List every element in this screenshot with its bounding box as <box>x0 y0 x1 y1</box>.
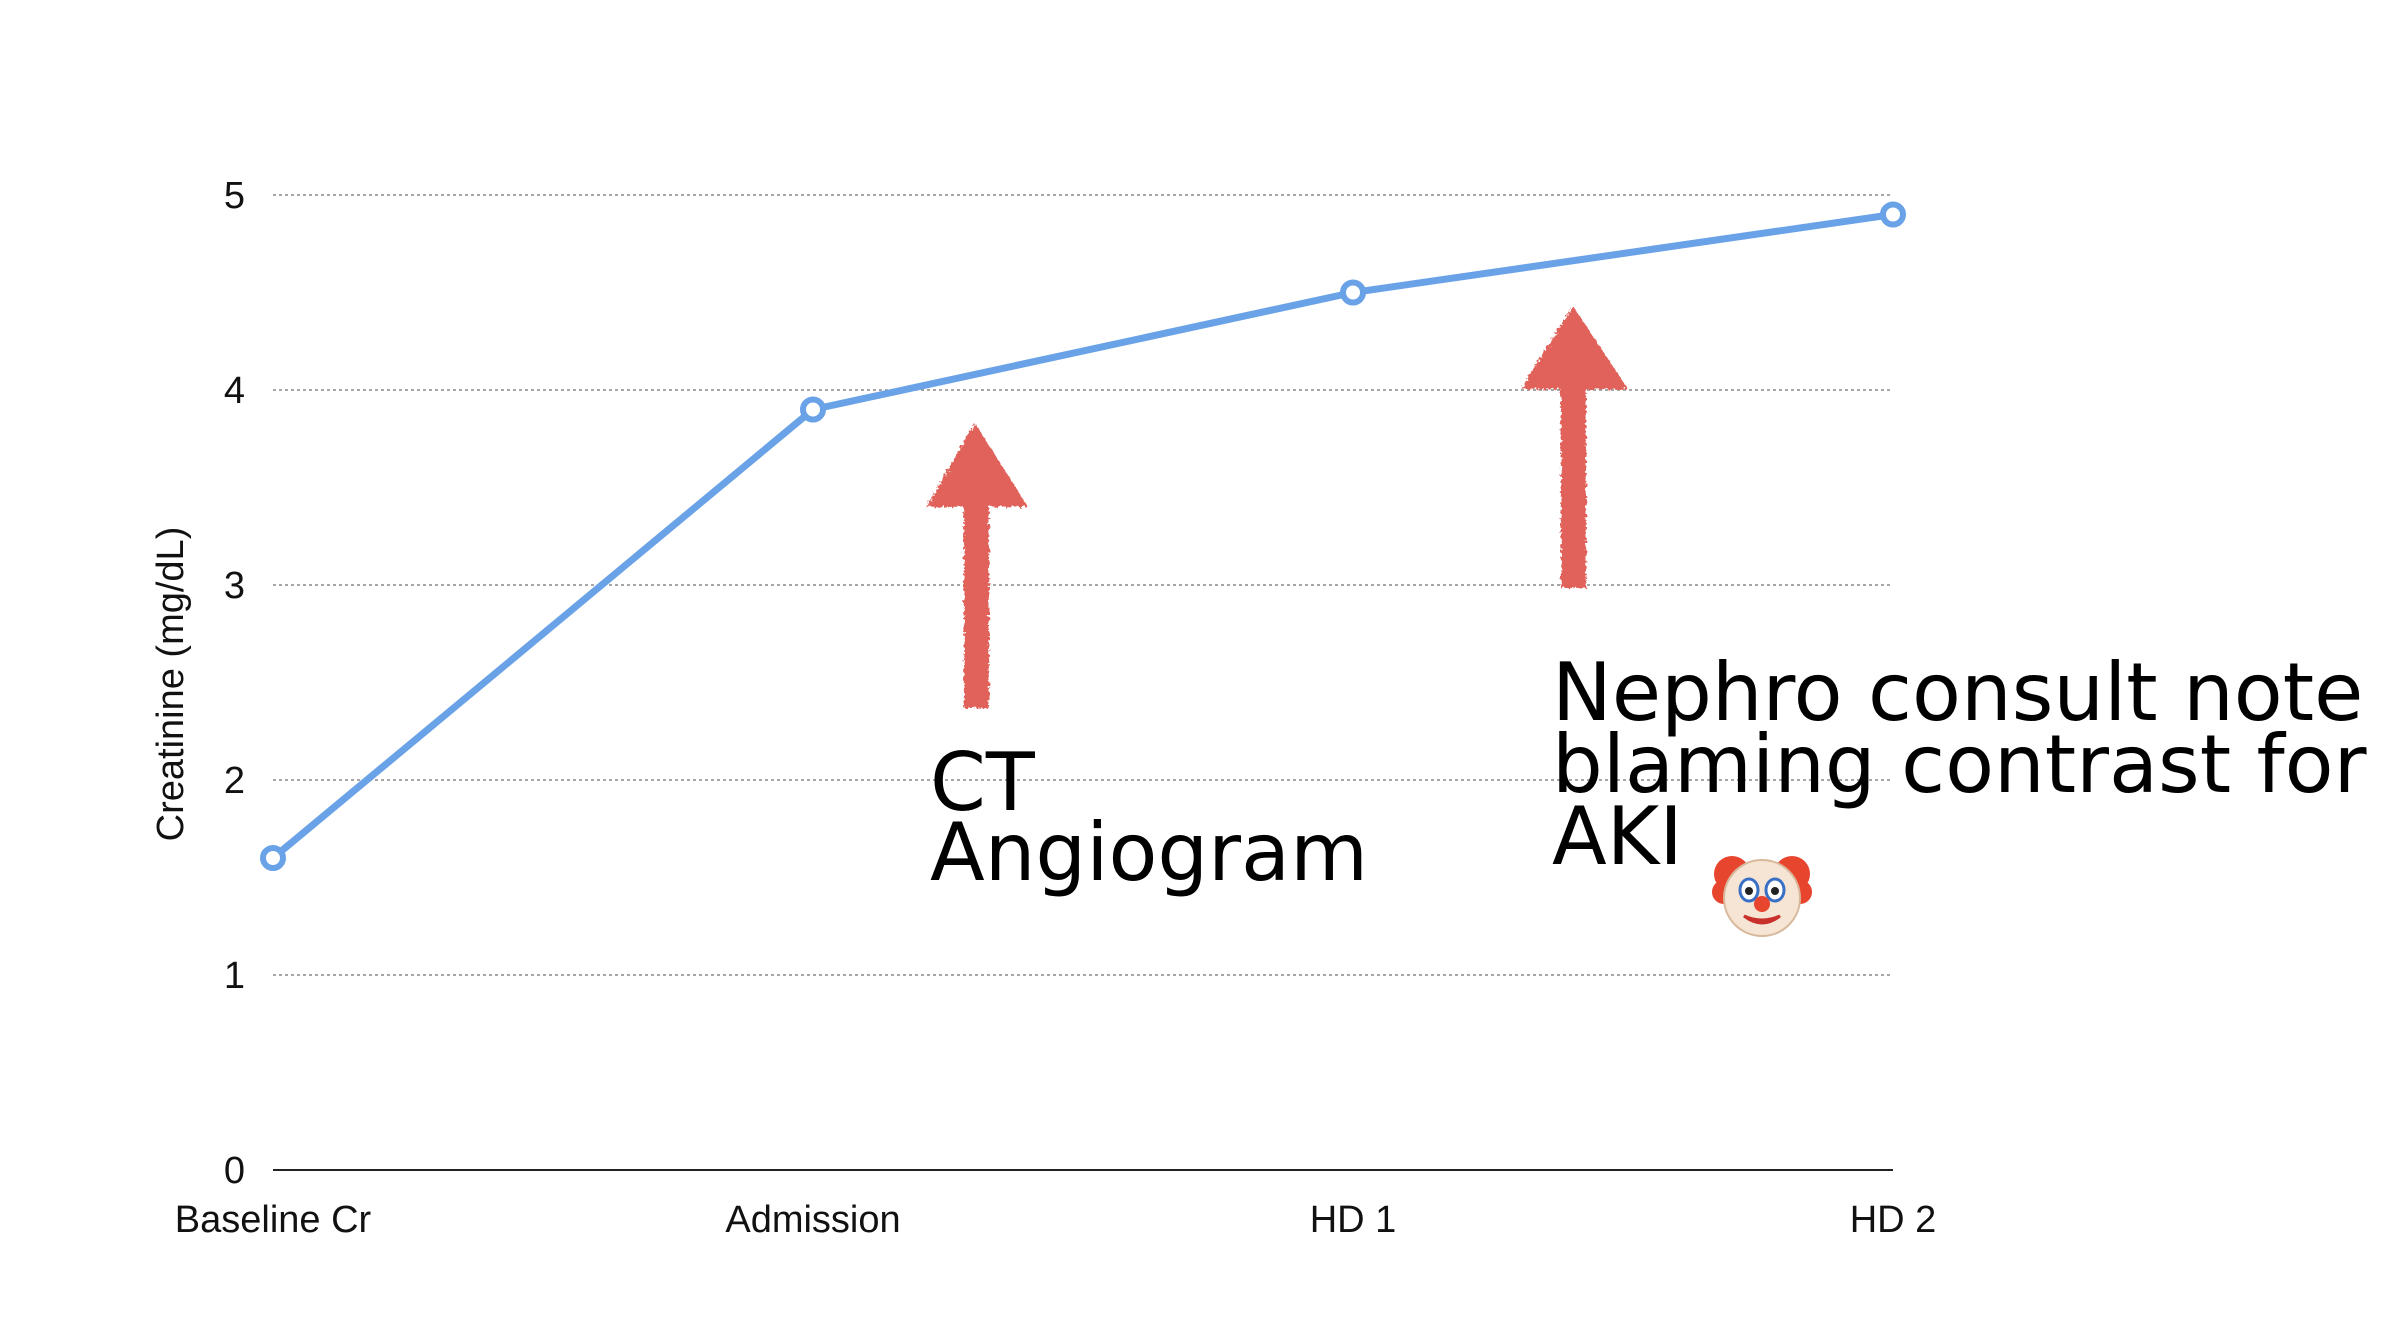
arrow-up-icon <box>1521 306 1628 588</box>
arrow-up-icon <box>926 423 1028 708</box>
data-points <box>260 201 1906 871</box>
y-tick-label: 3 <box>224 565 245 607</box>
y-tick-labels: 0 1 2 3 4 5 <box>224 175 245 1192</box>
x-tick-label: Baseline Cr <box>175 1199 372 1241</box>
x-tick-label: Admission <box>725 1199 900 1241</box>
y-tick-label: 5 <box>224 175 245 217</box>
data-point <box>1880 201 1906 228</box>
y-tick-label: 2 <box>224 760 245 802</box>
data-point <box>1340 279 1366 306</box>
y-tick-label: 4 <box>224 370 245 412</box>
y-tick-label: 1 <box>224 955 245 997</box>
y-tick-label: 0 <box>224 1150 245 1192</box>
series-line <box>270 211 1894 861</box>
annotation-text: Nephro consult note blaming contrast for… <box>1552 646 2392 883</box>
gridlines <box>273 194 1893 976</box>
data-point <box>260 845 286 871</box>
x-tick-label: HD 1 <box>1310 1199 1397 1241</box>
x-tick-label: HD 2 <box>1850 1199 1937 1241</box>
annotation-ct-angiogram: CT Angiogram <box>926 423 1368 899</box>
clown-face-icon <box>1712 856 1812 937</box>
annotation-nephro-consult: Nephro consult note blaming contrast for… <box>1521 306 2392 937</box>
data-point <box>800 396 826 423</box>
annotation-text: CT Angiogram <box>930 736 1368 899</box>
y-axis-label: Creatinine (mg/dL) <box>150 527 192 842</box>
x-tick-labels: Baseline Cr Admission HD 1 HD 2 <box>175 1199 1937 1241</box>
